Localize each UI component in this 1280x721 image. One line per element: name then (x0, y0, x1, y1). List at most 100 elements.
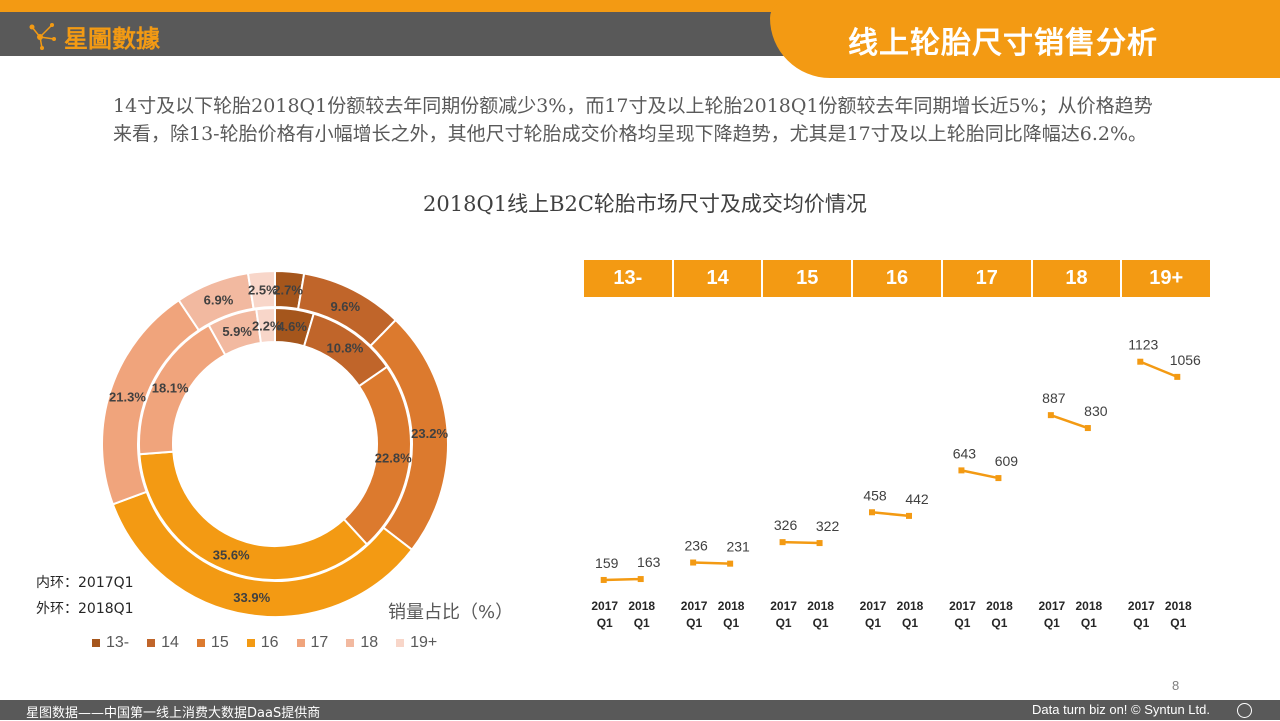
brand-logo: 星圖數據 (28, 16, 160, 56)
x-tick-label: 2018 Q1 (718, 599, 745, 630)
size-header-cell: 14 (673, 260, 764, 297)
price-label-2017: 1123 (1128, 337, 1158, 353)
legend-label: 16 (260, 634, 279, 651)
legend-swatch (396, 639, 405, 647)
slice-value-label: 23.2% (411, 426, 448, 441)
price-point-2018 (1084, 425, 1091, 432)
size-header-cell: 18 (1032, 260, 1123, 297)
slice-value-label: 33.9% (233, 590, 270, 605)
footer-copyright: Data turn biz on! © Syntun Ltd. (1032, 702, 1210, 717)
price-point-2017 (779, 539, 786, 546)
price-point-2017 (600, 576, 607, 583)
legend-swatch (246, 639, 255, 647)
price-label-2018: 442 (905, 491, 929, 507)
size-header-cell: 19+ (1122, 260, 1211, 297)
price-line (693, 561, 731, 565)
outer-ring-note: 外环：2018Q1 (36, 601, 134, 617)
legend-swatch (346, 639, 355, 647)
brand-name: 星圖數據 (64, 24, 160, 53)
slice-value-label: 21.3% (109, 389, 146, 404)
price-label-2017: 643 (953, 445, 977, 461)
price-label-2017: 326 (774, 517, 798, 533)
size-header-cell: 13- (584, 260, 674, 297)
price-point-2018 (906, 512, 912, 519)
legend-item: 13- (92, 634, 129, 652)
slice-value-label: 6.9% (204, 293, 234, 308)
price-line (1139, 360, 1178, 379)
page-title: 线上轮胎尺寸销售分析 (848, 26, 1158, 61)
price-line (961, 469, 999, 480)
slice-value-label: 2.2% (252, 318, 282, 333)
price-point-2017 (869, 509, 875, 516)
price-label-2017: 887 (1042, 390, 1066, 406)
footer-bar (0, 700, 1280, 720)
inner-ring-slice (255, 306, 276, 345)
donut-legend: 13- 14 15 16 17 18 19+ (92, 634, 437, 652)
price-point-2018 (995, 475, 1002, 482)
legend-swatch (147, 639, 156, 647)
size-header-cell: 17 (942, 260, 1033, 297)
avg-price-chart: 159 163 2017 Q1 2018 Q1 236 231 2017 Q1 2018 Q1 326 3… (591, 337, 1201, 630)
legend-item: 15 (196, 634, 229, 652)
price-line (1050, 413, 1089, 430)
price-point-2018 (637, 576, 644, 583)
price-point-2017 (1047, 412, 1054, 419)
slice-value-label: 9.6% (330, 299, 360, 314)
chart-title: 2018Q1线上B2C轮胎市场尺寸及成交均价情况 (423, 192, 867, 216)
x-tick-label: 2018 Q1 (897, 599, 924, 630)
legend-swatch (296, 639, 305, 647)
footer-tagline: 星图数据——中国第一线上消费大数据DaaS提供商 (26, 706, 321, 721)
slice-value-label: 4.6% (277, 319, 307, 334)
legend-item: 14 (147, 634, 179, 652)
price-label-2017: 458 (863, 487, 887, 503)
slice-value-label: 35.6% (213, 548, 250, 563)
slice-value-label: 5.9% (222, 324, 252, 339)
legend-swatch (92, 639, 100, 647)
slice-value-label: 2.5% (248, 282, 278, 297)
x-tick-label: 2017 Q1 (1128, 599, 1155, 630)
slice-value-label: 2.7% (273, 283, 303, 298)
x-tick-label: 2018 Q1 (807, 599, 834, 630)
x-tick-label: 2017 Q1 (591, 599, 618, 630)
x-tick-label: 2018 Q1 (1165, 599, 1192, 630)
price-point-2017 (1137, 358, 1144, 365)
legend-label: 17 (310, 634, 329, 651)
size-header-cell: 15 (763, 260, 854, 297)
page-number: 8 (1172, 678, 1180, 693)
price-label-2018: 322 (816, 518, 840, 534)
price-line (782, 540, 820, 545)
x-tick-label: 2017 Q1 (1039, 599, 1066, 630)
x-tick-label: 2018 Q1 (628, 599, 655, 630)
x-tick-label: 2017 Q1 (860, 599, 887, 630)
price-label-2017: 159 (595, 555, 619, 571)
slice-value-label: 10.8% (327, 341, 364, 356)
slice-value-label: 22.8% (375, 450, 412, 465)
price-label-2018: 830 (1084, 403, 1108, 419)
inner-ring-note: 内环：2017Q1 (36, 575, 134, 591)
price-point-2017 (690, 559, 697, 566)
slice-value-label: 18.1% (152, 381, 189, 396)
price-line (871, 511, 910, 518)
legend-label: 18 (360, 634, 379, 651)
x-tick-label: 2018 Q1 (1076, 599, 1103, 630)
share-donut-chart: 2.7% 9.6% 23.2% 33.9% 21.3% 6.9% 2.5% 4.6% 10.8%… (101, 269, 449, 618)
constellation-icon (29, 23, 56, 50)
price-label-2017: 236 (684, 538, 708, 554)
price-label-2018: 163 (637, 554, 661, 570)
x-tick-label: 2017 Q1 (949, 599, 976, 630)
donut-caption: 销量占比（%） (388, 602, 514, 623)
size-header-cell: 16 (853, 260, 943, 297)
legend-item: 16 (246, 634, 279, 652)
title-tab (770, 0, 1280, 78)
price-label-2018: 231 (726, 539, 750, 555)
description-text: 14寸及以下轮胎2018Q1份额较去年同期份额减少3%，而17寸及以上轮胎201… (113, 95, 1153, 145)
price-label-2018: 609 (995, 453, 1019, 469)
legend-item: 19+ (396, 634, 437, 652)
price-point-2017 (958, 467, 965, 474)
legend-swatch (196, 639, 205, 647)
x-tick-label: 2018 Q1 (986, 599, 1013, 630)
circle-icon (1237, 703, 1252, 718)
size-header-row: 13- 14 15 16 17 18 19+ (584, 260, 1211, 297)
legend-label: 13- (106, 634, 130, 651)
price-label-2018: 1056 (1170, 352, 1201, 368)
